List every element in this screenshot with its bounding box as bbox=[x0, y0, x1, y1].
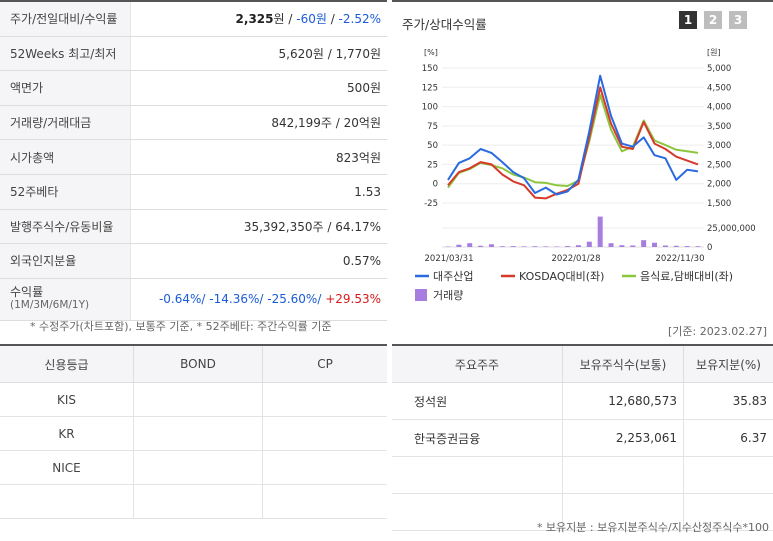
volume-bar bbox=[575, 245, 581, 247]
series-line bbox=[447, 74, 699, 196]
volume-bar bbox=[695, 246, 701, 247]
price-value: 2,325원 / -60원 / -2.52% bbox=[235, 12, 381, 27]
legend-label: KOSDAQ대비(좌) bbox=[519, 270, 604, 283]
volume-tick-label: 25,000,000 bbox=[707, 224, 756, 234]
price-unit: 원 bbox=[273, 12, 285, 27]
summary-label: 주가/전일대비/수익률 bbox=[0, 2, 131, 36]
summary-row-market-cap: 시가총액 823억원 bbox=[0, 140, 387, 175]
volume-bar bbox=[456, 244, 462, 247]
credit-header-row: 신용등급 BOND CP bbox=[0, 345, 387, 383]
volume-bar bbox=[662, 245, 668, 247]
left-tick-label: -25 bbox=[424, 199, 438, 209]
legend-label: 거래량 bbox=[433, 289, 463, 302]
left-tick-label: 50 bbox=[427, 141, 438, 151]
returns-value: -0.64%/ -14.36%/ -25.60%/ +29.53% bbox=[158, 292, 381, 307]
chart-title: 주가/상대수익률 bbox=[402, 17, 487, 32]
credit-header: 신용등급 bbox=[0, 345, 134, 383]
volume-bar bbox=[510, 246, 516, 247]
volume-bar bbox=[543, 246, 549, 247]
table-row bbox=[392, 493, 773, 531]
volume-bar bbox=[532, 246, 538, 247]
volume-bar bbox=[673, 245, 679, 247]
stock-summary-table: 주가/전일대비/수익률 2,325원 / -60원 / -2.52% 52Wee… bbox=[0, 0, 387, 321]
volume-bar bbox=[478, 245, 484, 247]
volume-bar bbox=[586, 241, 592, 247]
left-tick-label: 150 bbox=[422, 64, 438, 74]
volume-bar bbox=[499, 246, 505, 247]
right-tick-label: 3,500 bbox=[707, 122, 731, 132]
legend-swatch bbox=[415, 289, 427, 301]
volume-bar bbox=[597, 216, 603, 247]
table-row: KIS bbox=[0, 382, 387, 417]
chart-page-3-button[interactable]: 3 bbox=[729, 11, 747, 29]
summary-row-returns: 수익률 (1M/3M/6M/1Y) -0.64%/ -14.36%/ -25.6… bbox=[0, 278, 387, 321]
right-tick-label: 4,000 bbox=[707, 103, 731, 113]
holders-footnote: * 보유지분 : 보유지분주식수/지수산정주식수*100 bbox=[536, 521, 769, 534]
left-tick-label: 100 bbox=[422, 103, 438, 113]
returns-label: 수익률 bbox=[10, 285, 44, 300]
left-tick-label: 75 bbox=[427, 122, 438, 132]
volume-bar bbox=[630, 245, 636, 247]
volume-tick-label: 0 bbox=[707, 243, 712, 253]
right-tick-label: 1,500 bbox=[707, 199, 731, 209]
chart-page-2-button[interactable]: 2 bbox=[704, 11, 722, 29]
x-tick-label: 2022/11/30 bbox=[656, 254, 705, 264]
volume-bar bbox=[608, 243, 614, 247]
price-change: -60원 bbox=[296, 12, 327, 27]
major-shareholders-table: 주요주주 보유주식수(보통) 보유지분(%) 정석원 12,680,573 35.8… bbox=[392, 344, 773, 531]
table-row: NICE bbox=[0, 450, 387, 485]
x-tick-label: 2021/03/31 bbox=[425, 254, 474, 264]
summary-row-shares: 발행주식수/유동비율 35,392,350주 / 64.17% bbox=[0, 209, 387, 245]
credit-rating-table: 신용등급 BOND CP KIS KR NICE bbox=[0, 344, 387, 519]
table-row: 한국증권금융 2,253,061 6.37 bbox=[392, 419, 773, 457]
left-tick-label: 25 bbox=[427, 160, 438, 170]
right-tick-label: 5,000 bbox=[707, 64, 731, 74]
volume-bar bbox=[467, 243, 473, 247]
volume-bar bbox=[521, 246, 527, 247]
right-tick-label: 2,500 bbox=[707, 160, 731, 170]
summary-row-volume: 거래량/거래대금 842,199주 / 20억원 bbox=[0, 105, 387, 141]
current-price: 2,325 bbox=[235, 12, 274, 27]
summary-note: * 수정주가(차트포함), 보통주 기준, * 52주베타: 주간수익률 기준 bbox=[30, 320, 332, 333]
volume-bar bbox=[641, 240, 647, 247]
chart-panel: 주가/상대수익률 1 2 3 [%] [원] 150 125 100 75 50 25 0 -25… bbox=[392, 0, 773, 313]
price-change-pct: -2.52% bbox=[338, 12, 381, 27]
summary-row-52weeks: 52Weeks 최고/최저 5,620원 / 1,770원 bbox=[0, 36, 387, 72]
chart-page-1-button[interactable]: 1 bbox=[679, 11, 697, 29]
legend-label: 대주산업 bbox=[433, 270, 473, 283]
volume-bar bbox=[565, 246, 571, 247]
volume-bar bbox=[488, 244, 494, 247]
right-tick-label: 4,500 bbox=[707, 83, 731, 93]
legend-label: 음식료,담배대비(좌) bbox=[640, 270, 733, 283]
series-line bbox=[447, 94, 699, 189]
left-tick-label: 125 bbox=[422, 83, 438, 93]
table-row: 정석원 12,680,573 35.83 bbox=[392, 382, 773, 420]
summary-row-par-value: 액면가 500원 bbox=[0, 71, 387, 106]
reference-date: [기준: 2023.02.27] bbox=[667, 325, 767, 338]
right-tick-label: 2,000 bbox=[707, 180, 731, 190]
table-row: KR bbox=[0, 416, 387, 451]
credit-header: BOND bbox=[133, 345, 263, 383]
summary-row-price: 주가/전일대비/수익률 2,325원 / -60원 / -2.52% bbox=[0, 2, 387, 37]
credit-header: CP bbox=[262, 345, 387, 383]
left-tick-label: 0 bbox=[433, 180, 438, 190]
right-axis-unit: [원] bbox=[707, 48, 721, 57]
volume-bar bbox=[619, 245, 625, 247]
table-row bbox=[392, 456, 773, 494]
volume-bar bbox=[684, 246, 690, 247]
left-axis-unit: [%] bbox=[424, 48, 438, 57]
x-tick-label: 2022/01/28 bbox=[552, 254, 601, 264]
summary-row-foreign: 외국인지분율 0.57% bbox=[0, 244, 387, 279]
holder-header-row: 주요주주 보유주식수(보통) 보유지분(%) bbox=[392, 345, 773, 383]
right-tick-label: 3,000 bbox=[707, 141, 731, 151]
holder-header: 주요주주 bbox=[392, 345, 563, 383]
holder-header: 보유주식수(보통) bbox=[562, 345, 684, 383]
volume-bar bbox=[652, 242, 658, 247]
table-row bbox=[0, 484, 387, 519]
returns-sublabel: (1M/3M/6M/1Y) bbox=[10, 299, 90, 312]
holder-header: 보유지분(%) bbox=[683, 345, 773, 383]
stock-chart: [%] [원] 150 125 100 75 50 25 0 -25 5,000 4,500 4,000… bbox=[415, 48, 756, 302]
summary-row-beta: 52주베타 1.53 bbox=[0, 174, 387, 210]
